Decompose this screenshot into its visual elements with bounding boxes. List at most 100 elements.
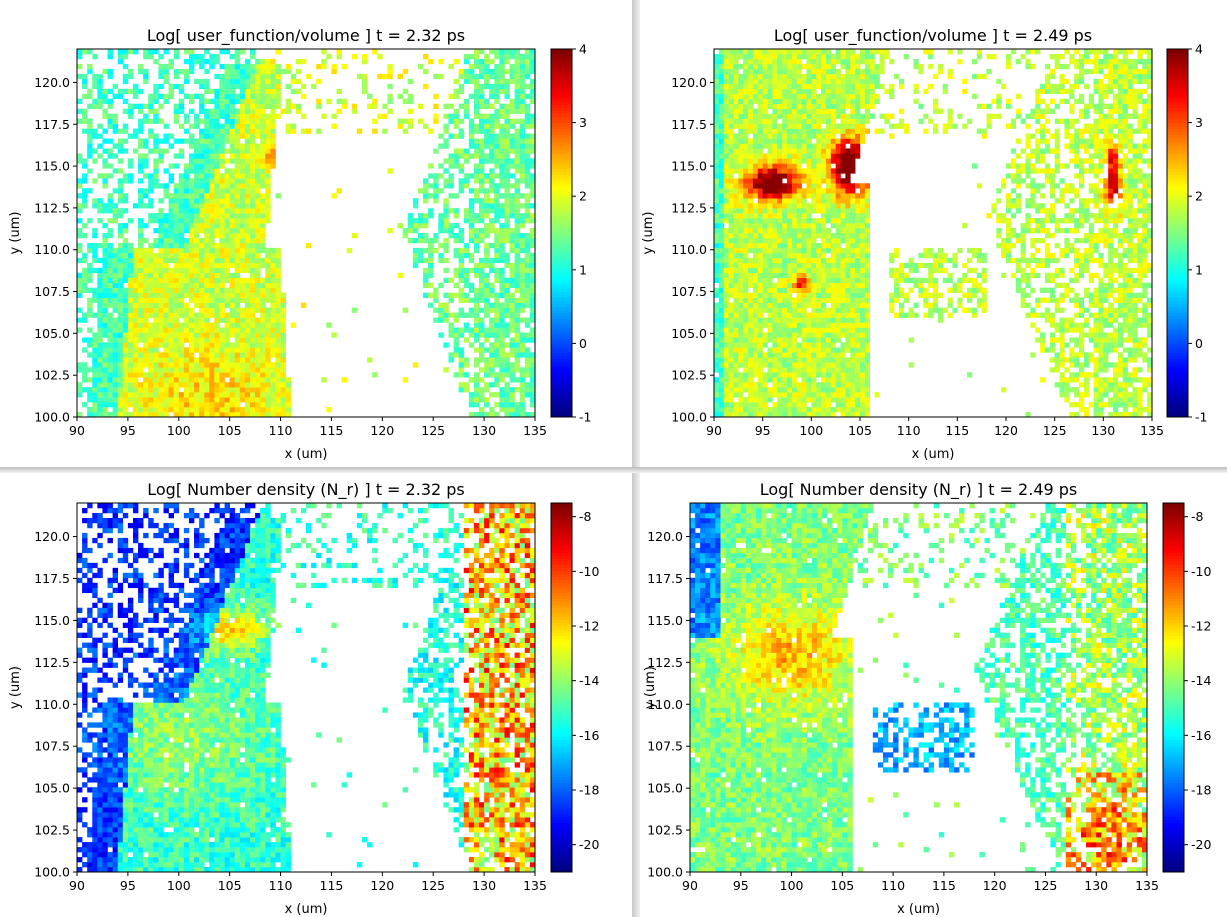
colorbar-tick-label: 1 — [579, 262, 587, 277]
x-tick-label: 110 — [269, 423, 293, 438]
colorbar-tick-label: -20 — [579, 837, 599, 852]
x-tick-label: 125 — [421, 878, 445, 893]
y-tick-label: 105.0 — [34, 781, 70, 796]
x-tick-label: 100 — [780, 878, 804, 893]
x-tick-label: 110 — [881, 878, 905, 893]
x-tick-label: 125 — [1043, 423, 1067, 438]
x-tick-label: 135 — [523, 878, 547, 893]
x-tick-label: 115 — [320, 878, 344, 893]
y-tick-label: 100.0 — [671, 410, 707, 425]
y-tick-label: 105.0 — [34, 326, 70, 341]
x-tick-label: 130 — [472, 878, 496, 893]
x-tick-label: 100 — [167, 878, 191, 893]
colorbar — [1163, 503, 1184, 873]
y-tick-label: 120.0 — [34, 529, 70, 544]
colorbar-tick-label: -16 — [1191, 728, 1211, 743]
colorbar-tick-label: 0 — [1195, 336, 1203, 351]
y-tick-label: 112.5 — [34, 655, 70, 670]
colorbar-tick-label: -10 — [1191, 564, 1211, 579]
y-tick-label: 120.0 — [647, 529, 683, 544]
y-tick-label: 112.5 — [34, 200, 70, 215]
x-tick-label: 125 — [421, 423, 445, 438]
x-tick-label: 105 — [218, 878, 242, 893]
y-tick-label: 105.0 — [671, 326, 707, 341]
y-axis-label: y (um) — [643, 666, 658, 709]
x-tick-label: 95 — [120, 423, 136, 438]
y-tick-label: 112.5 — [671, 200, 707, 215]
y-tick-label: 110.0 — [647, 697, 683, 712]
colorbar-tick-label: -8 — [1191, 509, 1204, 524]
y-tick-label: 102.5 — [671, 368, 707, 383]
y-axis-label: y (um) — [8, 666, 23, 709]
y-tick-label: 100.0 — [647, 865, 683, 880]
plot-frame — [76, 502, 536, 873]
colorbar-tick-label: -12 — [1191, 619, 1211, 634]
plot-frame — [713, 48, 1153, 418]
y-tick-label: 120.0 — [34, 75, 70, 90]
x-tick-label: 120 — [994, 423, 1018, 438]
y-tick-label: 117.5 — [34, 571, 70, 586]
colorbar-tick-label: 2 — [579, 189, 587, 204]
x-tick-label: 135 — [523, 423, 547, 438]
colorbar-tick-label: 0 — [579, 336, 587, 351]
colorbar-tick-label: 4 — [579, 42, 587, 57]
y-tick-label: 100.0 — [34, 410, 70, 425]
colorbar-frame — [550, 48, 573, 418]
x-axis-label: x (um) — [897, 902, 940, 917]
y-tick-label: 112.5 — [647, 655, 683, 670]
x-tick-label: 110 — [269, 878, 293, 893]
y-tick-label: 117.5 — [647, 571, 683, 586]
horizontal-window-divider — [0, 467, 1227, 473]
y-tick-label: 100.0 — [34, 865, 70, 880]
heatmap-cells — [77, 503, 536, 873]
x-tick-label: 105 — [218, 423, 242, 438]
colorbar-tick-label: -14 — [1191, 673, 1211, 688]
colorbar-tick-label: -1 — [1195, 410, 1207, 425]
x-tick-label: 125 — [1034, 878, 1058, 893]
x-tick-label: 110 — [897, 423, 921, 438]
heatmap-cells — [77, 49, 536, 418]
chart-title: Log[ Number density (N_r) ] t = 2.32 ps — [147, 480, 465, 500]
chart-title: Log[ user_function/volume ] t = 2.32 ps — [147, 26, 465, 46]
x-tick-label: 130 — [472, 423, 496, 438]
x-tick-label: 120 — [370, 878, 394, 893]
chart-title: Log[ Number density (N_r) ] t = 2.49 ps — [760, 480, 1078, 500]
heatmap-chart-2: 90 95 100 105 110 115 120 125 130 135 100.0 102.5 10… — [8, 480, 599, 917]
y-tick-label: 107.5 — [647, 739, 683, 754]
colorbar-tick-label: -10 — [579, 564, 599, 579]
x-tick-label: 105 — [848, 423, 872, 438]
x-tick-label: 130 — [1084, 878, 1108, 893]
colorbar-tick-label: 3 — [1195, 115, 1203, 130]
colorbar — [1167, 49, 1188, 418]
heatmap-panel-user-function-t232: 90 95 100 105 110 115 120 125 130 135 100.0 102.5 10… — [0, 0, 632, 467]
y-tick-label: 120.0 — [671, 75, 707, 90]
y-tick-label: 102.5 — [34, 368, 70, 383]
x-tick-label: 120 — [370, 423, 394, 438]
x-tick-label: 130 — [1091, 423, 1115, 438]
y-tick-label: 105.0 — [647, 781, 683, 796]
x-tick-label: 100 — [799, 423, 823, 438]
colorbar-frame — [1166, 48, 1189, 418]
heatmap-panel-number-density-t232: 90 95 100 105 110 115 120 125 130 135 100.0 102.5 10… — [0, 473, 636, 917]
x-tick-label: 90 — [69, 423, 85, 438]
y-tick-label: 115.0 — [34, 159, 70, 174]
x-axis-label: x (um) — [285, 447, 328, 462]
vertical-window-divider — [632, 0, 640, 917]
y-tick-label: 115.0 — [647, 613, 683, 628]
colorbar-tick-label: -18 — [1191, 783, 1211, 798]
heatmap-panel-user-function-t249: 90 95 100 105 110 115 120 125 130 135 100.0 102.5 10… — [638, 0, 1227, 470]
x-tick-label: 90 — [69, 878, 85, 893]
heatmap-chart-0: 90 95 100 105 110 115 120 125 130 135100.0102.510… — [8, 26, 591, 462]
colorbar-tick-label: 4 — [1195, 42, 1203, 57]
plot-frame — [689, 502, 1148, 873]
x-tick-label: 115 — [945, 423, 969, 438]
colorbar-tick-label: -16 — [579, 728, 599, 743]
x-tick-label: 100 — [167, 423, 191, 438]
y-tick-label: 107.5 — [671, 284, 707, 299]
heatmap-cells — [714, 49, 1153, 418]
heatmap-chart-1: 90 95 100 105 110 115 120 125 130 135100.0102.510… — [641, 26, 1207, 462]
x-tick-label: 115 — [320, 423, 344, 438]
colorbar-tick-label: 1 — [1195, 262, 1203, 277]
colorbar-tick-label: 3 — [579, 115, 587, 130]
chart-title: Log[ user_function/volume ] t = 2.49 ps — [774, 26, 1092, 46]
